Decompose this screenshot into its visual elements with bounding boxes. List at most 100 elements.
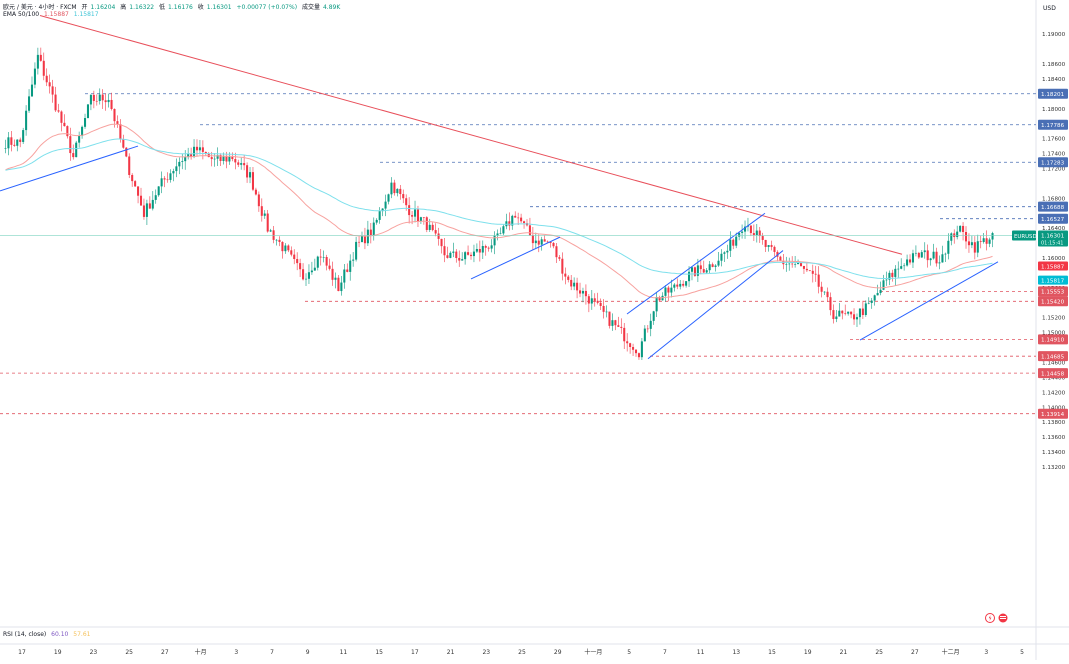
candle-body — [334, 277, 337, 280]
candle-body — [63, 122, 66, 127]
rsi-ma-value: 57.61 — [73, 631, 91, 638]
candle-body — [452, 251, 455, 253]
y-tick-label: 1.17200 — [1042, 166, 1066, 172]
candle-body — [187, 154, 190, 157]
candle-body — [375, 219, 378, 223]
candle-body — [670, 287, 673, 293]
candle-body — [962, 225, 965, 233]
candle-body — [755, 230, 758, 236]
candle-body — [596, 300, 599, 303]
candle-body — [581, 290, 585, 294]
candle-body — [908, 259, 912, 263]
candle-body — [355, 241, 358, 260]
candle-body — [163, 178, 166, 180]
candle-body — [467, 252, 470, 255]
candle-body — [723, 252, 726, 254]
candle-body — [458, 257, 461, 261]
volume-label: 成交量 — [301, 4, 320, 11]
candle-body — [926, 250, 929, 261]
support-level-tag — [1038, 368, 1068, 379]
candle-body — [92, 94, 95, 101]
candle-body — [543, 239, 546, 242]
candle-body — [502, 226, 505, 234]
resistance-level-tag — [1038, 88, 1068, 99]
x-tick-label: 7 — [270, 649, 274, 656]
candle-body — [75, 142, 78, 158]
candle-body — [923, 250, 926, 253]
candle-body — [490, 245, 493, 249]
candle-body — [738, 232, 741, 237]
candle-body — [820, 286, 823, 292]
candle-body — [352, 259, 355, 261]
candle-body — [184, 156, 187, 162]
candle-body — [284, 245, 287, 252]
candle-body — [558, 257, 561, 259]
candle-body — [360, 235, 364, 243]
candle-body — [254, 189, 257, 195]
y-tick-label: 1.13200 — [1042, 465, 1066, 471]
candle-body — [428, 224, 431, 230]
candle-body — [802, 266, 805, 269]
candle-body — [139, 195, 143, 206]
candle-body — [808, 270, 811, 271]
candle-body — [897, 268, 900, 270]
candle-body — [369, 229, 372, 236]
x-tick-label: 5 — [1020, 649, 1024, 656]
ema100-tag — [1038, 275, 1068, 285]
candle-body — [331, 268, 334, 280]
candle-body — [475, 248, 478, 252]
candle-body — [520, 217, 523, 222]
candle-body — [611, 320, 614, 326]
open-value: 1.16204 — [90, 4, 116, 11]
candle-body — [979, 241, 982, 243]
candle-body — [358, 241, 361, 243]
candle-body — [343, 269, 346, 283]
x-tick-label: 17 — [18, 649, 26, 656]
candle-body — [219, 155, 222, 161]
open-label: 开 — [81, 4, 88, 11]
candle-body — [222, 156, 225, 161]
candle-body — [964, 232, 968, 242]
x-tick-label: 25 — [125, 649, 133, 656]
candle-body — [911, 253, 915, 263]
countdown-label: 01:15:41 — [1041, 241, 1063, 247]
close-label: 收 — [197, 4, 204, 11]
candle-body — [431, 224, 434, 231]
candle-body — [340, 282, 343, 292]
candle-body — [269, 230, 272, 232]
candle-body — [717, 260, 720, 266]
candle-body — [540, 239, 543, 245]
y-tick-label: 1.14200 — [1042, 390, 1066, 396]
candle-body — [646, 328, 649, 330]
support-level-tag — [1038, 286, 1068, 297]
x-tick-label: 3 — [984, 649, 988, 656]
candle-body — [449, 252, 452, 258]
candle-body — [387, 194, 390, 202]
candle-body — [293, 254, 296, 260]
candle-body — [720, 253, 723, 261]
high-label: 高 — [120, 4, 127, 11]
candle-body — [546, 241, 549, 243]
volume-value: 4.89K — [322, 4, 341, 11]
candle-body — [434, 230, 437, 234]
candle-body — [605, 311, 608, 313]
candle-body — [938, 262, 941, 264]
candle-body — [708, 264, 711, 271]
candle-body — [858, 308, 861, 318]
candle-body — [935, 251, 938, 264]
high-value: 1.16322 — [129, 4, 155, 11]
candle-body — [366, 229, 369, 244]
candle-body — [107, 99, 110, 103]
candle-body — [393, 182, 396, 194]
support-level-tag — [1038, 334, 1068, 345]
candle-body — [30, 84, 34, 97]
support-level-tag — [1038, 351, 1068, 362]
candle-body — [281, 241, 284, 252]
candle-body — [69, 136, 72, 154]
lightning-icon[interactable] — [985, 612, 999, 624]
y-tick-label: 1.14000 — [1042, 405, 1066, 411]
trend-line-mid — [470, 236, 561, 280]
candle-body — [278, 239, 281, 242]
candle-body — [517, 217, 520, 219]
